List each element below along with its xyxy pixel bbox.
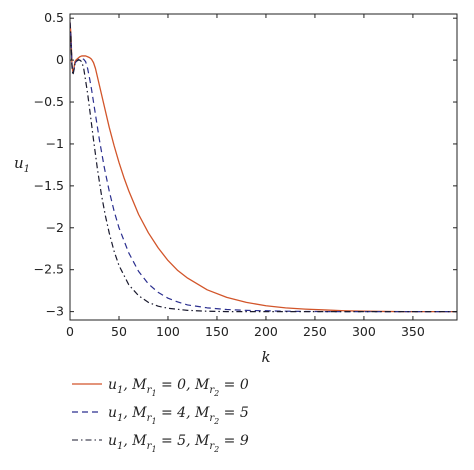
legend-item-3: u1, Mr1 = 5, Mr2 = 9	[72, 433, 249, 454]
legend-label-1: u1, Mr1 = 0, Mr2 = 0	[108, 377, 249, 398]
x-tick-label: 300	[352, 324, 376, 339]
legend-item-2: u1, Mr1 = 4, Mr2 = 5	[72, 405, 249, 426]
y-tick-label: −2	[46, 220, 64, 235]
series-line-1	[70, 22, 457, 313]
x-axis-title: k	[261, 348, 270, 366]
y-tick-label: −3	[46, 304, 64, 319]
x-tick-label: 250	[303, 324, 327, 339]
x-tick-label: 200	[254, 324, 278, 339]
y-axis-title: u1	[14, 154, 30, 175]
legend-label-2: u1, Mr1 = 4, Mr2 = 5	[108, 405, 249, 426]
plot-frame	[69, 13, 458, 321]
series-line-3	[70, 22, 457, 313]
y-tick-label: −1.5	[34, 178, 64, 193]
y-tick-label: 0	[56, 52, 64, 67]
y-tick-label: −2.5	[34, 262, 64, 277]
legend-label-3: u1, Mr1 = 5, Mr2 = 9	[108, 433, 249, 454]
x-tick-label: 50	[111, 324, 127, 339]
x-tick-label: 350	[401, 324, 425, 339]
x-tick-label: 100	[156, 324, 180, 339]
series-line-2	[70, 22, 457, 313]
legend: u1, Mr1 = 0, Mr2 = 0 u1, Mr1 = 4, Mr2 = …	[72, 377, 249, 454]
y-tick-label: −1	[46, 136, 64, 151]
x-tick-label: 150	[205, 324, 229, 339]
y-tick-label: 0.5	[44, 10, 64, 25]
plot-area	[69, 13, 458, 321]
legend-item-1: u1, Mr1 = 0, Mr2 = 0	[72, 377, 249, 398]
axis-ticks: 0 50 100 150 200 250 300 350 0.5 0 −0.5 −1 −1.5 −2 −2.…	[34, 10, 457, 339]
y-tick-label: −0.5	[34, 94, 64, 109]
x-tick-label: 0	[66, 324, 74, 339]
